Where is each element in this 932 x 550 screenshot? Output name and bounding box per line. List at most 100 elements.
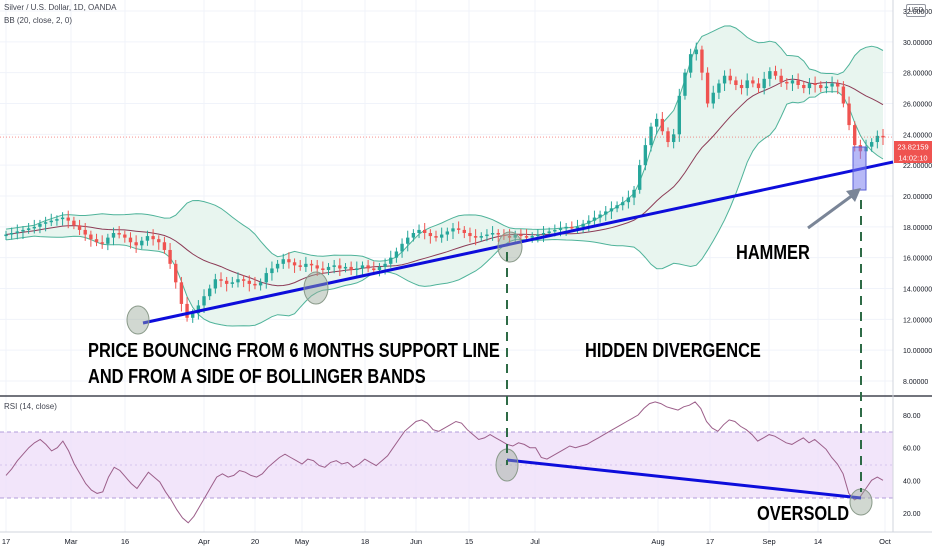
candle-body [434,236,438,238]
candle-body [711,92,715,104]
candle-body [705,72,710,104]
rsi-tick-label: 80.00 [903,413,921,420]
candle-body [106,237,110,244]
candle-body [722,75,727,84]
candle-body [309,263,314,266]
candle-body [123,234,127,238]
candle-body [258,282,263,286]
bb-indicator-label[interactable]: BB (20, close, 2, 0) [4,16,73,25]
candle-body [802,85,806,89]
candle-body [270,268,274,274]
time-tick-label: Jun [410,537,422,546]
candle-body [332,265,336,267]
candle-body [49,220,53,223]
candle-body [700,49,704,73]
hammer-annotation: HAMMER [736,242,810,264]
candle-body [394,251,399,258]
last-price-badge [894,141,932,152]
candle-body [519,234,523,237]
candle-body [824,86,829,89]
rsi-tick-label: 60.00 [903,446,921,453]
candle-body [502,234,506,237]
candle-body [151,236,155,240]
support-trendline [142,160,894,325]
candle-body [479,236,483,238]
candle-body [372,268,376,270]
candle-body [202,296,206,306]
candle-body [417,229,421,233]
price-tick-label: 16.00000 [903,256,932,263]
candle-body [236,279,240,283]
candle-body [72,220,76,226]
hammer-arrowhead [846,188,861,202]
candle-body [9,233,14,235]
candle-body [604,211,608,215]
candle-body [343,266,348,269]
time-tick-label: Sep [762,537,775,546]
candle-body [717,83,721,93]
candle-body [739,85,744,89]
time-tick-label: Mar [65,537,78,546]
candle-body [558,228,563,230]
candle-body [507,236,512,238]
support-annotation-line1: PRICE BOUNCING FROM 6 MONTHS SUPPORT LIN… [88,340,500,362]
candle-body [587,220,591,224]
highlight-circle-3 [497,231,523,263]
candle-body [100,242,104,244]
price-badges: 23.82159 14:02:10 [894,141,932,163]
candle-body [524,236,529,238]
currency-button[interactable]: USD [906,4,926,17]
candle-body [338,265,342,269]
symbol-title[interactable]: Silver / U.S. Dollar, 1D, OANDA [4,3,117,12]
candle-body [773,71,778,76]
time-tick-label: 18 [361,537,369,546]
candle-body [643,145,648,166]
candle-body [570,226,574,229]
candle-body [530,236,534,238]
candle-body [796,80,800,85]
candle-body [428,233,433,237]
candle-body [830,83,834,87]
candle-body [134,242,138,246]
candle-body [38,223,42,227]
candle-body [349,266,353,270]
candle-body [813,83,817,85]
candle-body [553,229,557,232]
candle-body [77,225,82,230]
candle-body [615,205,619,209]
candle-body [174,263,178,283]
candle-body [360,265,365,269]
candle-body [728,75,732,81]
time-tick-label: Oct [879,537,892,546]
candle-body [439,234,444,238]
last-price-text: 23.82159 [897,143,928,152]
candle-body [66,217,70,221]
oversold-annotation: OVERSOLD [757,503,850,525]
candle-body [734,80,738,85]
candle-body [208,288,212,297]
candle-body [185,303,189,318]
candle-body [366,265,370,269]
candle-body [168,249,172,264]
candle-body [321,268,325,270]
candle-body [456,228,461,230]
candle-body [179,282,184,304]
candle-body [564,226,568,229]
price-tick-label: 12.00000 [903,317,932,324]
candle-body [881,135,885,138]
rsi-indicator-label[interactable]: RSI (14, close) [4,402,57,411]
candle-body [445,231,450,235]
candle-body [660,118,665,132]
candle-body [745,80,749,89]
candle-body [196,305,201,314]
price-tick-label: 10.00000 [903,348,932,355]
candle-body [140,240,144,246]
candle-body [779,75,783,82]
candle-body [247,280,251,284]
candle-body [485,234,489,237]
candle-body [762,78,766,89]
candle-body [841,86,846,104]
candle-body [847,103,851,126]
price-tick-label: 14.00000 [903,287,932,294]
